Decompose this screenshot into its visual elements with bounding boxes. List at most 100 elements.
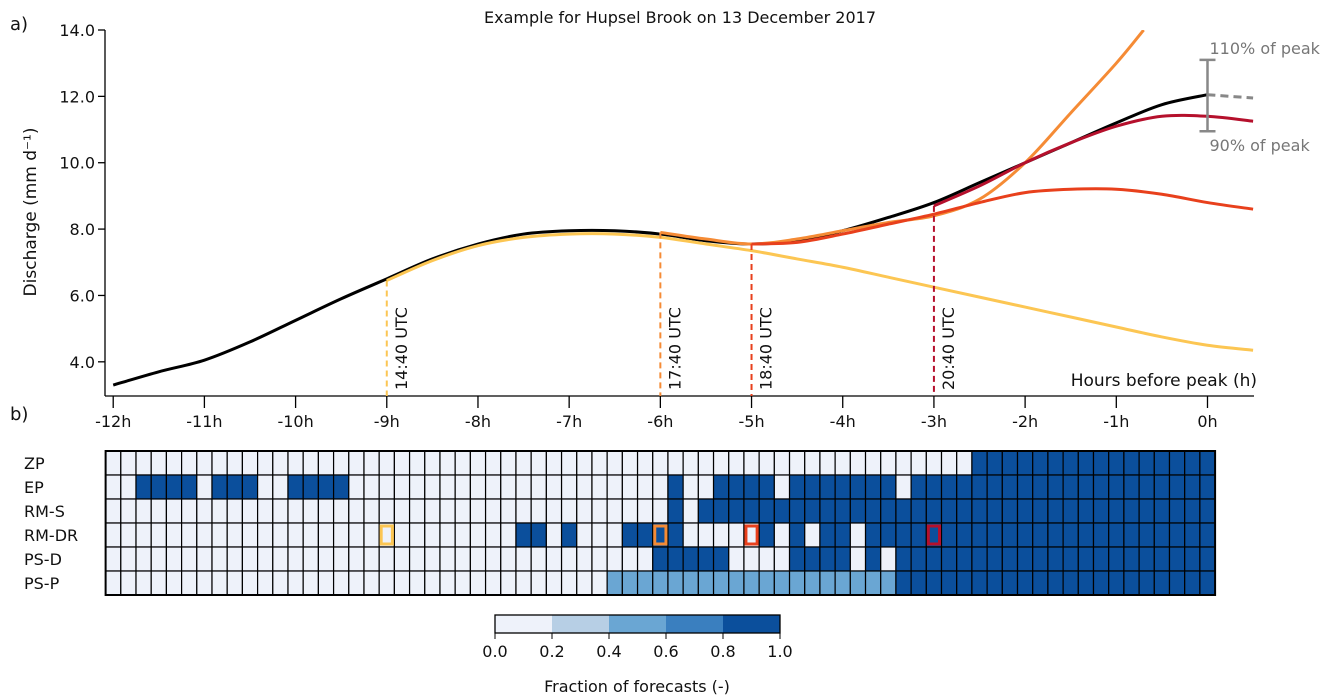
heatmap-cell: [530, 522, 547, 548]
x-tick-label: 0h: [1197, 412, 1217, 431]
heatmap-cell: [1123, 450, 1140, 476]
heatmap-cell: [940, 570, 958, 596]
heatmap-cell: [834, 570, 851, 596]
heatmap-cell: [393, 522, 411, 548]
heatmap-cell: [1092, 522, 1110, 548]
heatmap-cell: [332, 450, 350, 476]
heatmap-cell: [925, 450, 943, 476]
heatmap-cell: [652, 450, 669, 476]
heatmap-cell: [560, 474, 578, 500]
heatmap-cell: [545, 450, 563, 476]
heatmap-cell: [971, 498, 988, 524]
heatmap-cell: [1032, 498, 1049, 524]
heatmap-cell: [788, 450, 806, 476]
heatmap-cell: [1032, 474, 1049, 500]
heatmap-cell: [910, 522, 927, 548]
x-tick-label: -12h: [95, 412, 131, 431]
heatmap-cell: [1123, 570, 1140, 596]
x-tick-label: -1h: [1103, 412, 1129, 431]
heatmap-cell: [591, 546, 608, 572]
heatmap-cell: [332, 522, 350, 548]
heatmap-cell: [150, 546, 168, 572]
line: [112, 93, 1208, 387]
heatmap-cell: [378, 546, 395, 572]
heatmap-cell: [439, 498, 456, 524]
heatmap-cell: [135, 522, 152, 548]
heatmap-cell: [1199, 546, 1216, 572]
heatmap-cell: [241, 546, 259, 572]
heatmap-cell: [956, 570, 973, 596]
heatmap-cell: [1032, 522, 1049, 548]
heatmap-cell: [880, 474, 897, 500]
heatmap-cell: [165, 498, 183, 524]
y-tick-label: 10.0: [59, 154, 95, 173]
heatmap-cell: [1199, 522, 1216, 548]
heatmap-cell: [1032, 450, 1049, 476]
heatmap-cell: [1168, 474, 1186, 500]
heatmap-cell: [120, 450, 137, 476]
heatmap-cell: [363, 450, 380, 476]
heatmap-cell: [728, 474, 745, 500]
heatmap-cell: [880, 450, 897, 476]
heatmap-cell: [743, 474, 760, 500]
heatmap-cell: [150, 522, 168, 548]
heatmap-cell: [758, 522, 775, 548]
heatmap-cell: [1168, 546, 1186, 572]
heatmap-cell: [332, 498, 350, 524]
heatmap-cell: [363, 546, 380, 572]
heatmap-cell: [165, 546, 183, 572]
heatmap-cell: [636, 450, 654, 476]
heatmap-cell: [728, 498, 745, 524]
heatmap-cell: [636, 498, 654, 524]
heatmap-cell: [135, 498, 152, 524]
heatmap-cell: [1077, 498, 1095, 524]
heatmap-cell: [652, 498, 669, 524]
x-tick-label: -5h: [738, 412, 764, 431]
heatmap-cell: [272, 522, 289, 548]
heatmap-cell: [1016, 522, 1034, 548]
heatmap-cell: [165, 522, 183, 548]
heatmap-cell: [1047, 498, 1064, 524]
heatmap-cell: [910, 498, 927, 524]
heatmap-cell: [424, 570, 441, 596]
line: [751, 187, 1254, 246]
heatmap-cell: [424, 474, 441, 500]
heatmap-cell: [591, 450, 608, 476]
heatmap-cell: [667, 474, 684, 500]
heatmap-cell: [1062, 546, 1079, 572]
row-label: RM-DR: [24, 526, 78, 545]
heatmap-cell: [469, 498, 487, 524]
heatmap-cell: [150, 498, 168, 524]
issue-time-label: 18:40 UTC: [757, 307, 776, 390]
heatmap-cell: [758, 498, 775, 524]
heatmap-cell: [560, 450, 578, 476]
heatmap-cell: [895, 450, 912, 476]
heatmap-cell: [515, 546, 532, 572]
heatmap-cell: [636, 474, 654, 500]
heatmap-cell: [226, 498, 243, 524]
heatmap-cell: [469, 450, 487, 476]
heatmap-cell: [150, 474, 168, 500]
heatmap-cell: [712, 570, 730, 596]
heatmap-cell: [1001, 570, 1019, 596]
heatmap-cell: [560, 570, 578, 596]
heatmap-cell: [500, 546, 517, 572]
heatmap-cell: [1062, 522, 1079, 548]
heatmap-cell: [317, 546, 335, 572]
heatmap-cell: [1077, 450, 1095, 476]
heatmap-cell: [652, 546, 669, 572]
heatmap-cell: [181, 570, 198, 596]
heatmap-cell: [211, 546, 228, 572]
heatmap-cell: [1168, 498, 1186, 524]
y-tick-label: 8.0: [70, 220, 95, 239]
heatmap-cell: [317, 498, 335, 524]
heatmap-cell: [895, 570, 912, 596]
heatmap-cell: [1047, 450, 1064, 476]
heatmap-cell: [712, 522, 730, 548]
heatmap-cell: [530, 474, 547, 500]
heatmap-cell: [910, 570, 927, 596]
heatmap-cell: [1016, 450, 1034, 476]
heatmap-cell: [895, 546, 912, 572]
heatmap-cell: [986, 450, 1003, 476]
heatmap-cell: [1153, 498, 1171, 524]
